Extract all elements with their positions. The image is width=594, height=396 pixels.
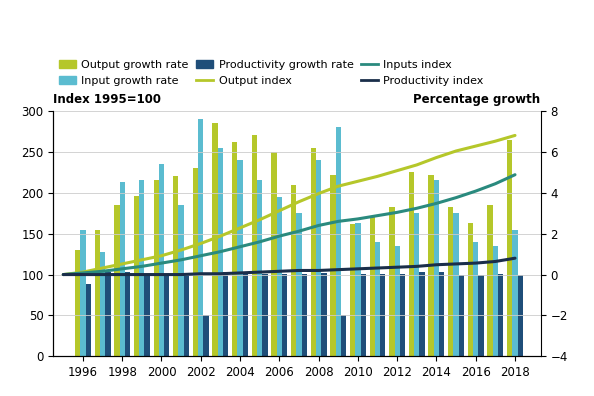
Bar (330, 175, 336, 356)
Bar (355, 223, 361, 356)
Bar (321, 273, 327, 356)
Bar (492, 246, 498, 356)
Bar (184, 273, 189, 356)
Bar (252, 135, 257, 356)
Bar (389, 208, 394, 356)
Bar (419, 272, 425, 356)
Bar (153, 181, 159, 356)
Bar (164, 274, 169, 356)
Bar (271, 152, 277, 356)
Bar (517, 275, 523, 356)
Bar (125, 272, 130, 356)
Bar (257, 181, 263, 356)
Bar (282, 274, 287, 356)
Bar (86, 284, 91, 356)
Bar (144, 274, 150, 356)
Bar (507, 139, 513, 356)
Bar (193, 168, 198, 356)
Bar (139, 181, 144, 356)
Bar (341, 316, 346, 356)
Bar (488, 205, 492, 356)
Bar (459, 275, 464, 356)
Bar (361, 274, 366, 356)
Bar (473, 242, 478, 356)
Bar (439, 272, 444, 356)
Bar (375, 242, 380, 356)
Bar (218, 148, 223, 356)
Bar (428, 175, 434, 356)
Bar (409, 172, 414, 356)
Bar (173, 176, 178, 356)
Bar (243, 272, 248, 356)
Bar (263, 274, 268, 356)
Bar (434, 181, 439, 356)
Bar (203, 316, 208, 356)
Bar (394, 246, 400, 356)
Bar (414, 213, 419, 356)
Bar (94, 230, 100, 356)
Bar (178, 205, 184, 356)
Bar (369, 217, 375, 356)
Legend: Output growth rate, Input growth rate, Productivity growth rate, Output index, I: Output growth rate, Input growth rate, P… (59, 60, 484, 86)
Bar (302, 274, 307, 356)
Bar (198, 119, 203, 356)
Bar (134, 196, 139, 356)
Text: Index 1995=100: Index 1995=100 (53, 93, 162, 106)
Bar (75, 250, 80, 356)
Bar (380, 274, 386, 356)
Bar (100, 253, 105, 356)
Bar (453, 213, 459, 356)
Bar (159, 164, 164, 356)
Bar (119, 182, 125, 356)
Bar (232, 142, 238, 356)
Bar (296, 213, 302, 356)
Bar (238, 160, 243, 356)
Bar (277, 197, 282, 356)
Bar (467, 223, 473, 356)
Bar (223, 272, 228, 356)
Bar (448, 208, 453, 356)
Bar (291, 185, 296, 356)
Bar (105, 272, 110, 356)
Bar (478, 274, 484, 356)
Text: Percentage growth: Percentage growth (413, 93, 541, 106)
Bar (336, 127, 341, 356)
Bar (213, 123, 218, 356)
Bar (400, 274, 405, 356)
Bar (498, 274, 503, 356)
Bar (316, 160, 321, 356)
Bar (350, 224, 355, 356)
Bar (311, 148, 316, 356)
Bar (513, 230, 517, 356)
Bar (114, 205, 119, 356)
Bar (80, 230, 86, 356)
